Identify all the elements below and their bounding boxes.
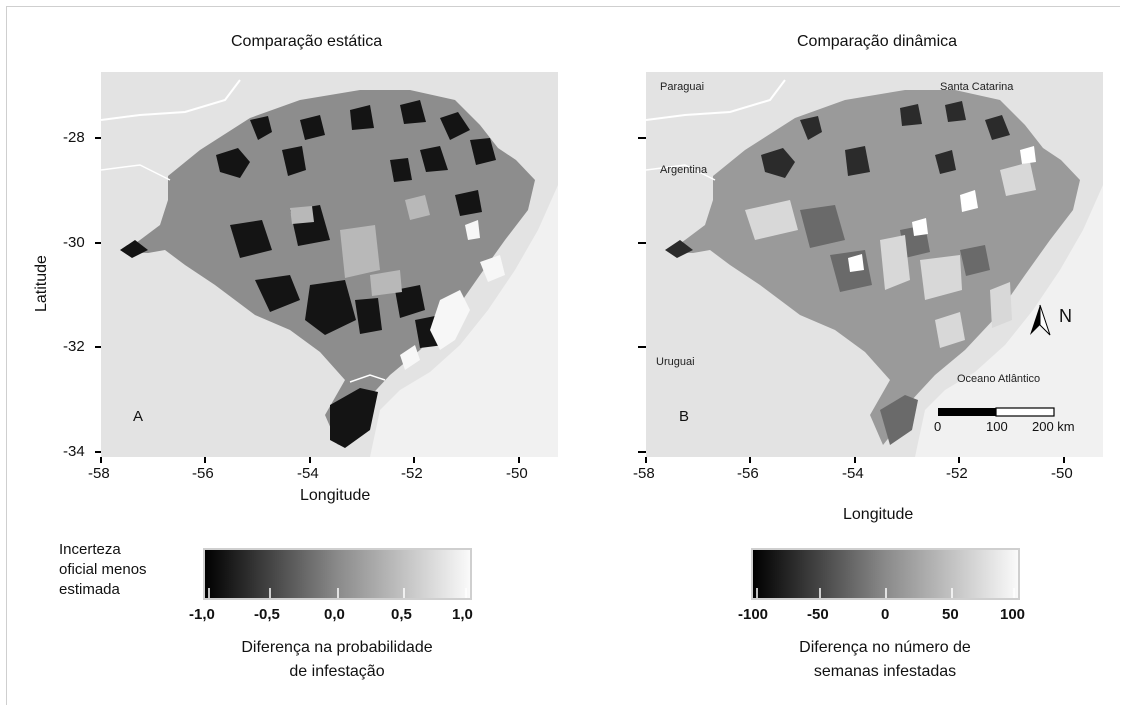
legend-side-title-line-1: Incerteza [59,541,121,558]
map-b [646,72,1103,457]
cbar-left-label-2: 0,0 [324,606,345,623]
panel-a-letter: A [133,408,144,425]
colorbar-left-ticks [208,588,467,598]
scale-label-100: 100 [986,419,1008,434]
map-a-ocean [370,185,558,457]
x-tick-b-4: -50 [1051,465,1073,482]
cbar-right-caption: Diferença no número de semanas infestada… [770,636,1000,684]
map-b-river [646,79,786,121]
scale-label-0: 0 [934,419,942,434]
cbar-left-label-4: 1,0 [452,606,473,623]
cbar-right-label-0: -100 [738,606,769,623]
x-tick-b-3: -52 [946,465,968,482]
map-a-river [101,79,241,121]
y-axis-title-a: Latitude [33,255,50,312]
map-b-ocean [915,185,1103,457]
legend-side-title-line-3: estimada [59,581,120,598]
map-b-white-areas [848,146,1036,272]
region-label-uruguai: Uruguai [656,356,695,368]
figure-frame [6,6,1120,705]
x-tick-a-3: -52 [401,465,423,482]
region-label-oceano: Oceano Atlântico [957,373,1041,385]
colorbar-right-ticks [756,588,1015,598]
cbar-right-label-4: 100 [1000,606,1026,623]
axis-ticks-b [638,137,1065,463]
cbar-right-caption-line-1: Diferença no número de [799,639,971,656]
panel-a-title: Comparação estática [231,33,383,50]
scale-label-200: 200 km [1032,419,1075,434]
map-a-light-areas [400,220,505,370]
colorbar-right [751,548,1020,600]
map-b-light-areas [745,162,1036,348]
region-label-paraguai: Paraguai [660,81,705,93]
map-b-dark-areas [665,101,1010,258]
map-a-grey-areas [290,195,430,296]
x-tick-b-2: -54 [842,465,864,482]
cbar-left-caption-line-2: de infestação [289,663,385,680]
x-axis-title-a: Longitude [300,487,371,504]
colorbar-left [203,548,472,600]
cbar-left-label-0: -1,0 [189,606,215,623]
cbar-left-label-3: 0,5 [391,606,412,623]
map-a-dark-areas [120,100,496,448]
region-label-argentina: Argentina [660,164,708,176]
y-tick-a-2: -32 [63,338,85,355]
y-tick-a-1: -30 [63,234,85,251]
cbar-left-caption: Diferença na probabilidade de infestação [222,636,452,684]
cbar-right-label-1: -50 [807,606,829,623]
y-tick-a-3: -34 [63,443,85,460]
map-b-state [668,90,1080,445]
x-tick-a-4: -50 [506,465,528,482]
cbar-left-caption-line-1: Diferença na probabilidade [241,639,433,656]
x-tick-b-0: -58 [633,465,655,482]
axis-ticks-a [95,137,520,463]
cbar-right-caption-line-2: semanas infestadas [813,663,957,680]
panel-b-letter: B [679,408,690,425]
north-arrow-icon [1030,304,1051,336]
legend-side-title: Incerteza oficial menos estimada [59,540,147,600]
legend-side-title-line-2: oficial menos [59,561,147,578]
x-tick-a-2: -54 [297,465,319,482]
x-tick-a-1: -56 [192,465,214,482]
cbar-right-label-3: 50 [942,606,959,623]
map-a-state [123,90,535,445]
region-label-santa-catarina: Santa Catarina [940,81,1014,93]
x-tick-b-1: -56 [737,465,759,482]
x-tick-a-0: -58 [88,465,110,482]
panel-b-title: Comparação dinâmica [797,33,958,50]
north-label: N [1059,306,1072,326]
cbar-right-label-2: 0 [881,606,890,623]
cbar-left-label-1: -0,5 [254,606,280,623]
scale-bar [938,407,1055,417]
y-tick-a-0: -28 [63,129,85,146]
x-axis-title-b: Longitude [843,506,914,523]
map-a [101,72,558,457]
